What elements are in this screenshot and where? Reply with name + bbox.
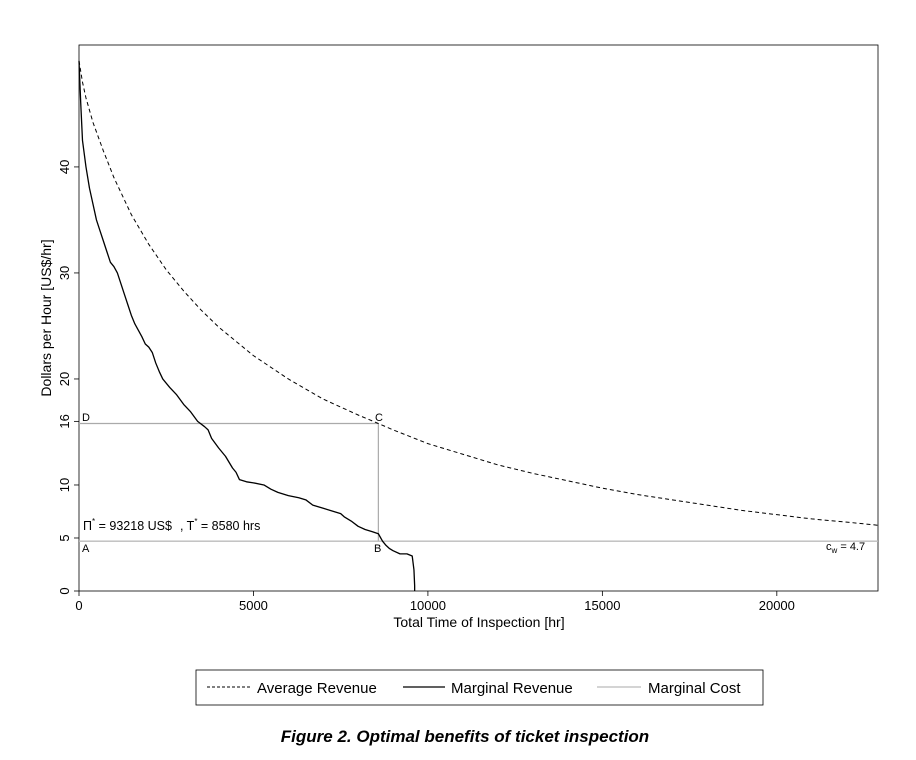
t-value: = 8580 hrs	[197, 519, 260, 533]
plot-frame	[78, 44, 879, 592]
t-gap: , T	[180, 519, 195, 533]
legend-label-average-revenue: Average Revenue	[257, 680, 377, 697]
cw-sub: w	[831, 546, 838, 555]
y-axis-label: Dollars per Hour [US$/hr]	[38, 239, 54, 396]
x-tick-label: 15000	[584, 598, 620, 613]
series-layer	[78, 60, 879, 591]
y-tick-label: 10	[57, 478, 72, 492]
cw-main: c	[826, 541, 832, 553]
legend: Average Revenue Marginal Revenue Margina…	[195, 669, 764, 706]
point-d-label: D	[82, 412, 90, 424]
x-tick-label: 0	[75, 598, 82, 613]
y-tick-label: 30	[57, 266, 72, 280]
cw-value: = 4.7	[837, 541, 865, 553]
y-axis-ticks: 0 5 10 16 20 30 40	[57, 160, 79, 595]
optimum-annotation: Π* = 93218 US$, T* = 8580 hrs	[83, 517, 260, 533]
series-line-marginal-revenue	[78, 60, 416, 591]
y-tick-label: 20	[57, 372, 72, 386]
point-a-label: A	[82, 543, 90, 555]
reference-lines	[79, 422, 379, 542]
x-tick-label: 5000	[239, 598, 268, 613]
series-line-average-revenue	[78, 60, 879, 526]
y-tick-label: 5	[57, 534, 72, 541]
x-axis-label: Total Time of Inspection [hr]	[393, 614, 564, 630]
y-tick-label: 16	[57, 414, 72, 428]
pi-symbol: Π	[83, 519, 92, 533]
t-star: *	[194, 517, 197, 526]
y-tick-label: 40	[57, 160, 72, 174]
legend-label-marginal-revenue: Marginal Revenue	[451, 680, 573, 697]
cost-annotation: cw = 4.7	[826, 541, 865, 555]
x-tick-label: 10000	[410, 598, 446, 613]
y-tick-label: 0	[57, 587, 72, 594]
pi-star: *	[92, 517, 95, 526]
legend-box	[195, 669, 764, 706]
point-c-label: C	[375, 412, 383, 424]
pi-value: = 93218 US$	[95, 519, 172, 533]
x-tick-label: 20000	[759, 598, 795, 613]
figure-caption: Figure 2. Optimal benefits of ticket ins…	[281, 727, 649, 746]
legend-label-marginal-cost: Marginal Cost	[648, 680, 741, 697]
point-b-label: B	[374, 543, 381, 555]
x-axis-ticks: 0 5000 10000 15000 20000	[75, 591, 795, 613]
